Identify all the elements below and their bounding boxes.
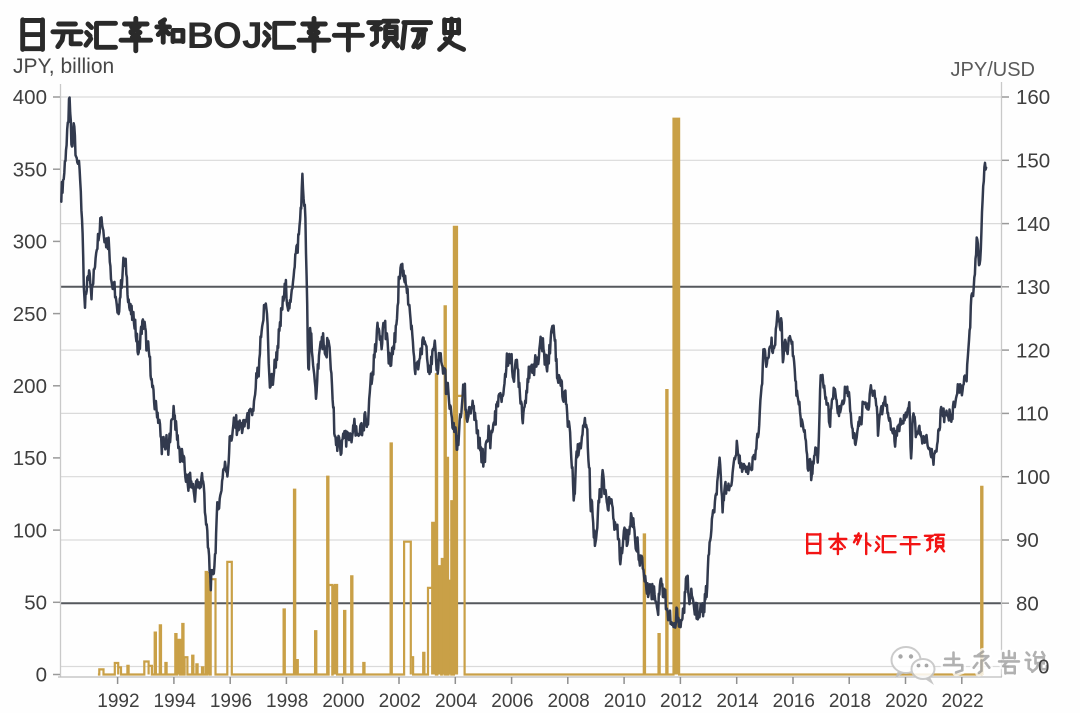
svg-text:B: B <box>187 15 214 56</box>
svg-text:2010: 2010 <box>604 691 646 712</box>
svg-text:2000: 2000 <box>322 691 364 712</box>
svg-text:350: 350 <box>13 158 47 181</box>
svg-text:250: 250 <box>13 303 47 326</box>
svg-text:2016: 2016 <box>773 691 815 712</box>
svg-text:JPY, billion: JPY, billion <box>13 55 114 78</box>
svg-text:2022: 2022 <box>941 691 983 712</box>
svg-text:J: J <box>242 15 263 56</box>
svg-text:2006: 2006 <box>491 691 533 712</box>
svg-text:100: 100 <box>1016 466 1050 489</box>
svg-text:150: 150 <box>1016 150 1050 173</box>
svg-text:100: 100 <box>13 519 47 542</box>
svg-text:JPY/USD: JPY/USD <box>951 59 1035 81</box>
svg-text:2018: 2018 <box>829 691 871 712</box>
svg-text:140: 140 <box>1016 213 1050 236</box>
svg-text:1994: 1994 <box>154 691 197 712</box>
svg-text:300: 300 <box>13 231 47 254</box>
svg-text:2002: 2002 <box>379 691 421 712</box>
svg-text:2020: 2020 <box>885 691 927 712</box>
svg-text:2004: 2004 <box>435 691 478 712</box>
svg-text:150: 150 <box>13 447 47 470</box>
svg-text:400: 400 <box>13 86 47 109</box>
svg-text:1996: 1996 <box>210 691 252 712</box>
svg-text:0: 0 <box>1038 656 1049 679</box>
svg-text:200: 200 <box>13 375 47 398</box>
svg-text:110: 110 <box>1016 403 1049 426</box>
svg-text:2012: 2012 <box>660 691 702 712</box>
svg-text:130: 130 <box>1016 276 1050 299</box>
svg-text:120: 120 <box>1016 339 1050 362</box>
svg-text:2008: 2008 <box>547 691 589 712</box>
svg-text:160: 160 <box>1016 86 1050 109</box>
svg-text:1992: 1992 <box>97 691 139 712</box>
svg-text:1998: 1998 <box>266 691 308 712</box>
svg-text:50: 50 <box>24 592 47 615</box>
svg-text:80: 80 <box>1016 592 1039 615</box>
svg-text:0: 0 <box>36 664 47 687</box>
svg-text:O: O <box>213 15 242 56</box>
svg-text:90: 90 <box>1016 529 1039 552</box>
svg-text:2014: 2014 <box>716 691 759 712</box>
